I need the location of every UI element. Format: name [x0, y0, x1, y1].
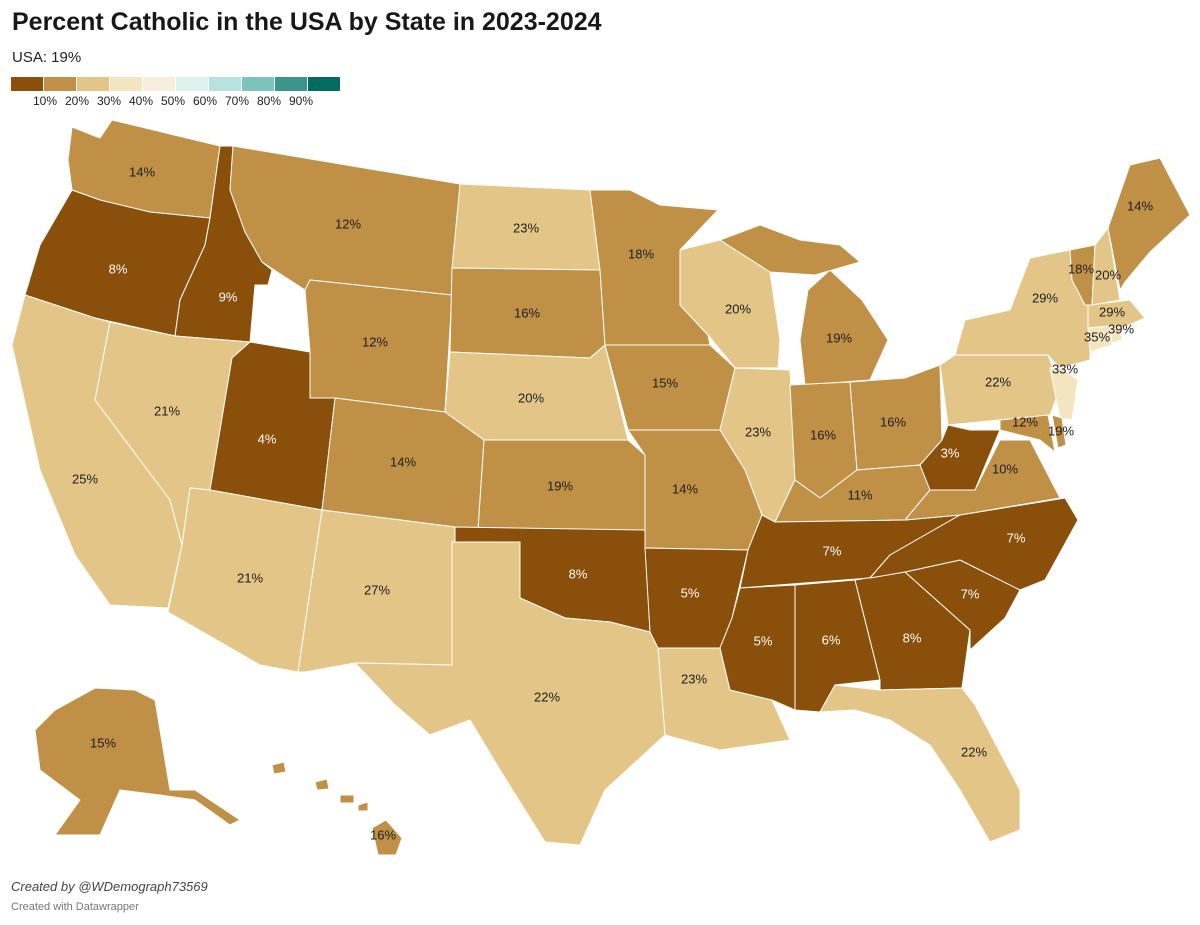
label-SD: 16% — [514, 305, 540, 320]
state-NJ[interactable] — [1049, 367, 1079, 421]
label-KY: 11% — [847, 487, 872, 502]
label-WV: 3% — [941, 445, 960, 460]
state-MI-upper[interactable] — [719, 224, 861, 276]
label-NE: 20% — [518, 390, 544, 405]
label-ID: 9% — [219, 289, 238, 304]
legend-tick: 80% — [256, 94, 282, 108]
color-legend: 10% 20% 30% 40% 50% 60% 70% 80% 90% — [11, 77, 341, 109]
label-VT: 18% — [1068, 261, 1094, 276]
state-DE[interactable] — [1051, 414, 1067, 449]
label-AR: 5% — [681, 585, 700, 600]
label-AZ: 21% — [237, 570, 263, 585]
label-HI: 16% — [370, 827, 396, 842]
label-GA: 8% — [903, 630, 922, 645]
legend-swatch — [77, 77, 110, 91]
label-OR: 8% — [109, 261, 128, 276]
state-PA[interactable] — [939, 354, 1061, 426]
label-NV: 21% — [154, 403, 180, 418]
legend-swatch — [308, 77, 341, 91]
label-TX: 22% — [534, 689, 560, 704]
label-SC: 7% — [961, 586, 980, 601]
label-MS: 5% — [754, 633, 773, 648]
label-MO: 14% — [672, 481, 698, 496]
author-credit: Created by @WDemograph73569 — [11, 879, 208, 894]
label-CT: 35% — [1084, 329, 1110, 344]
legend-swatch — [209, 77, 242, 91]
state-VT[interactable] — [1069, 244, 1096, 306]
legend-swatch — [110, 77, 143, 91]
label-LA: 23% — [681, 671, 707, 686]
label-ME: 14% — [1127, 198, 1153, 213]
label-NM: 27% — [364, 582, 390, 597]
label-IN: 16% — [810, 427, 836, 442]
legend-ticks: 10% 20% 30% 40% 50% 60% 70% 80% 90% — [11, 91, 341, 109]
legend-tick: 90% — [288, 94, 314, 108]
label-MI: 19% — [826, 330, 852, 345]
label-AK: 15% — [90, 735, 116, 750]
state-FL[interactable] — [819, 684, 1021, 843]
legend-swatch — [275, 77, 308, 91]
label-RI: 39% — [1108, 321, 1134, 336]
label-NJ: 33% — [1052, 361, 1078, 376]
label-PA: 22% — [985, 374, 1011, 389]
label-WY: 12% — [362, 334, 388, 349]
legend-tick: 70% — [224, 94, 250, 108]
label-FL: 22% — [961, 744, 987, 759]
state-AK[interactable] — [34, 687, 241, 836]
label-CO: 14% — [390, 454, 416, 469]
legend-tick: 60% — [192, 94, 218, 108]
legend-swatch — [143, 77, 176, 91]
label-NC: 7% — [1007, 530, 1026, 545]
label-OK: 8% — [569, 566, 588, 581]
label-DE: 19% — [1048, 423, 1074, 438]
label-MA: 29% — [1099, 304, 1125, 319]
state-MI[interactable] — [799, 269, 889, 386]
state-NH[interactable] — [1091, 227, 1121, 306]
label-IL: 23% — [745, 424, 771, 439]
legend-swatch — [44, 77, 77, 91]
state-ME[interactable] — [1107, 157, 1191, 291]
legend-swatch — [11, 77, 44, 91]
legend-tick: 50% — [160, 94, 186, 108]
state-HI-isles[interactable] — [271, 761, 369, 812]
state-HI[interactable] — [371, 819, 403, 856]
legend-tick: 30% — [96, 94, 122, 108]
legend-tick: 40% — [128, 94, 154, 108]
state-value-labels: 14% 8% 25% 9% 21% 4% 21% 12% 12% 14% 27%… — [72, 164, 1153, 842]
state-MD[interactable] — [999, 414, 1056, 453]
label-MT: 12% — [335, 216, 361, 231]
legend-tick: 20% — [64, 94, 90, 108]
state-WV[interactable] — [919, 424, 1001, 491]
label-ND: 23% — [513, 220, 539, 235]
label-NH: 20% — [1095, 267, 1121, 282]
label-VA: 10% — [992, 461, 1018, 476]
legend-swatches — [11, 77, 341, 91]
label-IA: 15% — [652, 375, 678, 390]
label-AL: 6% — [822, 632, 841, 647]
label-TN: 7% — [823, 543, 842, 558]
label-MN: 18% — [628, 246, 654, 261]
legend-tick: 10% — [32, 94, 58, 108]
state-NC[interactable] — [869, 497, 1079, 591]
legend-swatch — [176, 77, 209, 91]
state-MA[interactable] — [1087, 299, 1146, 329]
label-CA: 25% — [72, 471, 98, 486]
label-UT: 4% — [258, 431, 277, 446]
label-WI: 20% — [725, 301, 751, 316]
label-WA: 14% — [129, 164, 155, 179]
chart-title: Percent Catholic in the USA by State in … — [12, 8, 602, 36]
label-MD: 12% — [1012, 414, 1038, 429]
label-NY: 29% — [1032, 290, 1058, 305]
legend-swatch — [242, 77, 275, 91]
label-KS: 19% — [547, 478, 573, 493]
label-OH: 16% — [880, 414, 906, 429]
state-TX[interactable] — [354, 541, 666, 846]
made-with-credit: Created with Datawrapper — [11, 901, 139, 913]
chart-subtitle: USA: 19% — [12, 49, 82, 66]
